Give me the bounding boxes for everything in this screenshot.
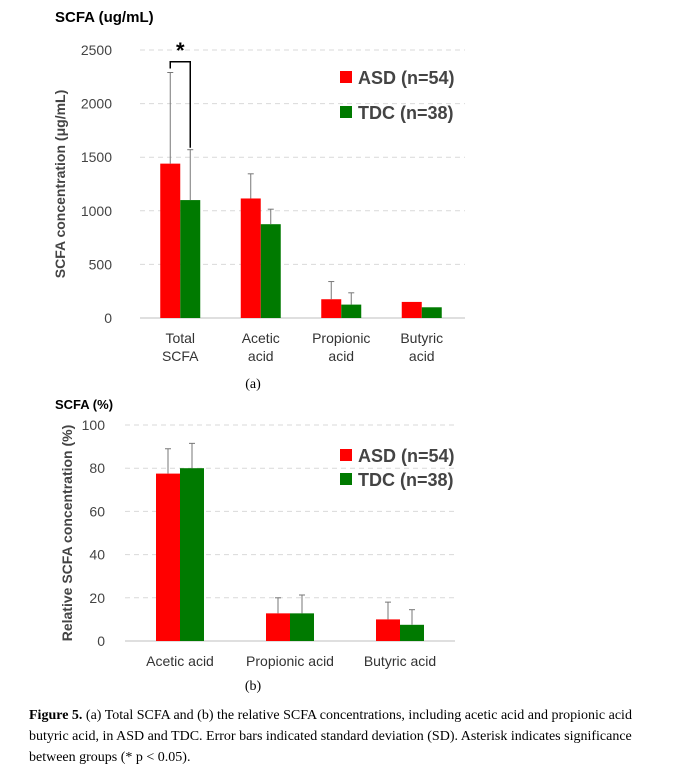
bar <box>401 301 422 318</box>
category-label: Propionic acid <box>246 653 334 669</box>
category-label-line: Propionic acid <box>246 653 334 669</box>
category-label-line: SCFA <box>162 348 199 364</box>
category-label-line: Acetic acid <box>146 653 214 669</box>
y-tick-label: 40 <box>89 547 105 563</box>
y-tick-label: 20 <box>89 590 105 606</box>
legend-swatch <box>340 449 352 461</box>
y-tick-label: 60 <box>89 503 105 519</box>
chart-a: SCFA (ug/mL) 0 500 1000 1500 2000 2500 SCFA con… <box>52 9 465 392</box>
category-label: Butyric acid <box>364 653 436 669</box>
bar <box>421 307 442 318</box>
bar <box>376 619 400 641</box>
legend-swatch <box>340 71 352 83</box>
category-label: Acetic acid <box>242 330 280 364</box>
y-tick-label: 500 <box>89 256 113 272</box>
y-tick-label: 80 <box>89 460 105 476</box>
y-tick-label: 0 <box>97 633 105 649</box>
y-tick-label: 0 <box>104 310 112 326</box>
y-tick-label: 1500 <box>81 149 112 165</box>
caption-text: (a) Total SCFA and (b) the relative SCFA… <box>29 708 632 765</box>
y-axis-title: SCFA concentration (μg/mL) <box>52 90 68 279</box>
bar <box>240 198 261 318</box>
legend-swatch <box>340 473 352 485</box>
category-label: Total SCFA <box>162 330 199 364</box>
chart-title: SCFA (%) <box>55 397 113 412</box>
legend-label: ASD (n=54) <box>358 446 455 466</box>
category-label-line: Butyric acid <box>364 653 436 669</box>
bar <box>180 200 201 318</box>
category-label: Acetic acid <box>146 653 214 669</box>
panel-sublabel: (b) <box>245 679 262 694</box>
bar <box>260 224 281 318</box>
significance-bracket <box>169 61 191 148</box>
y-tick-label: 1000 <box>81 203 112 219</box>
category-label-line: acid <box>409 348 435 364</box>
y-axis-title: Relative SCFA concentration (%) <box>59 425 75 642</box>
y-tick-label: 2000 <box>81 96 112 112</box>
y-tick-label: 100 <box>82 417 106 433</box>
y-tick-label: 2500 <box>81 42 112 58</box>
category-label-line: acid <box>328 348 354 364</box>
bar <box>180 468 204 641</box>
category-label-line: Propionic <box>312 330 370 346</box>
category-label-line: Butyric <box>400 330 443 346</box>
legend-label: ASD (n=54) <box>358 68 455 88</box>
legend-swatch <box>340 106 352 118</box>
legend-label: TDC (n=38) <box>358 470 454 490</box>
legend-label: TDC (n=38) <box>358 103 454 123</box>
bar <box>341 304 362 318</box>
category-label: Butyric acid <box>400 330 443 364</box>
category-label-line: acid <box>248 348 274 364</box>
category-label-line: Total <box>165 330 195 346</box>
panel-sublabel: (a) <box>245 377 261 392</box>
bar <box>400 624 424 641</box>
chart-b: SCFA (%) 0 20 40 60 80 100 Relative SCFA concen… <box>55 397 455 694</box>
figure-caption: Figure 5. (a) Total SCFA and (b) the rel… <box>29 705 659 768</box>
caption-label: Figure 5. <box>29 708 83 723</box>
chart-title: SCFA (ug/mL) <box>55 9 154 26</box>
bar <box>321 299 342 318</box>
bar <box>156 473 180 641</box>
category-label-line: Acetic <box>242 330 280 346</box>
bar <box>290 613 314 641</box>
bar <box>160 163 181 318</box>
bar <box>266 613 290 641</box>
significance-asterisk: * <box>176 38 185 63</box>
category-label: Propionic acid <box>312 330 370 364</box>
